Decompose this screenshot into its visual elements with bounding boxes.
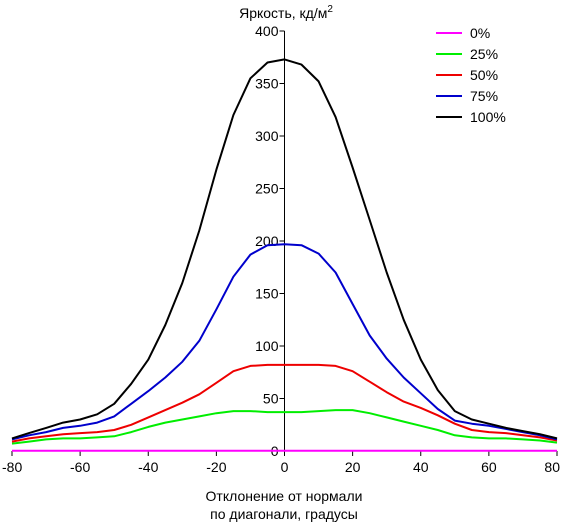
x-tick-label: -80 — [2, 459, 22, 475]
legend-label: 100% — [470, 109, 506, 125]
y-tick-label: 150 — [255, 286, 279, 302]
x-tick-label: 0 — [281, 459, 289, 475]
x-tick-label: 60 — [481, 459, 497, 475]
x-tick-label: -20 — [206, 459, 226, 475]
y-axis-label-text: Яркость, кд/м — [239, 5, 327, 21]
legend: 0% 25% 50% 75% 100% — [436, 25, 506, 125]
y-tick-label: 250 — [255, 181, 279, 197]
y-axis-label-superscript: 2 — [327, 4, 333, 15]
y-tick-label: 400 — [255, 23, 279, 39]
axes: -80 -60 -40 -20 0 20 40 60 800501001502002503003… — [2, 23, 560, 475]
legend-label: 75% — [470, 88, 498, 104]
x-tick-label: 20 — [345, 459, 361, 475]
x-tick-label: -40 — [138, 459, 158, 475]
y-tick-label: 50 — [263, 391, 279, 407]
x-tick-label: 40 — [413, 459, 429, 475]
y-tick-label: 350 — [255, 76, 279, 92]
legend-label: 25% — [470, 46, 498, 62]
y-tick-label: 300 — [255, 128, 279, 144]
series-lines — [11, 58, 558, 452]
series-line-75pct — [11, 243, 558, 441]
series-line-25pct — [11, 409, 558, 445]
x-tick-label: 80 — [544, 459, 560, 475]
y-axis-label: Яркость, кд/м2 — [239, 4, 333, 21]
y-tick-label: 100 — [255, 338, 279, 354]
x-tick-label: -60 — [70, 459, 90, 475]
series-line-100pct — [11, 58, 558, 440]
legend-label: 50% — [470, 67, 498, 83]
series-line-50pct — [11, 363, 558, 443]
x-axis-label-line2: по диагонали, градусы — [210, 506, 358, 522]
x-axis-label-line1: Отклонение от нормали — [206, 488, 363, 504]
legend-label: 0% — [470, 25, 490, 41]
